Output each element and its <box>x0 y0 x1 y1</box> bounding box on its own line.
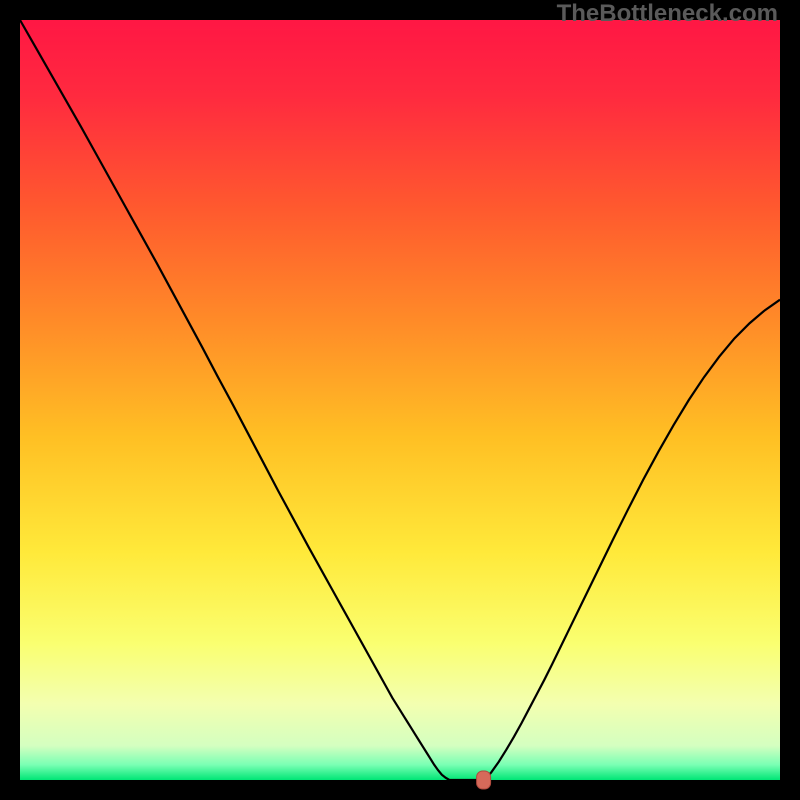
watermark-text: TheBottleneck.com <box>557 0 778 28</box>
plot-background <box>20 20 780 780</box>
chart-svg <box>0 0 800 800</box>
optimum-marker <box>477 771 491 789</box>
bottleneck-chart: TheBottleneck.com <box>0 0 800 800</box>
